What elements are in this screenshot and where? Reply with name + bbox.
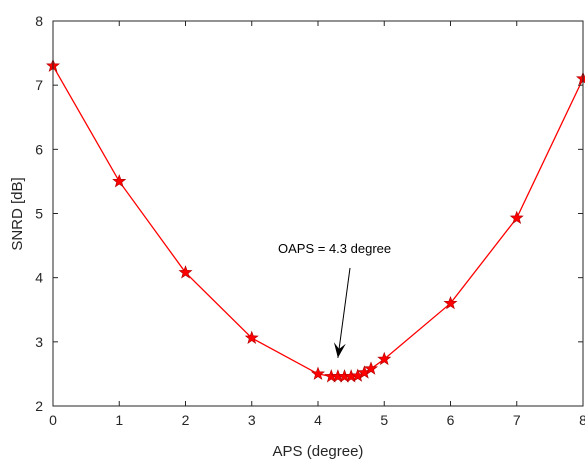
data-point-star: [377, 351, 392, 366]
plot-area: [53, 21, 583, 406]
x-tick-label: 0: [49, 412, 57, 428]
data-point-star: [509, 210, 524, 224]
x-tick-label: 7: [513, 412, 521, 428]
data-point-star: [310, 366, 326, 380]
y-tick-label: 2: [35, 398, 43, 414]
annotation-arrow-line: [337, 267, 351, 358]
y-tick-label: 8: [35, 13, 43, 29]
y-tick-label: 4: [35, 270, 43, 286]
x-tick-label: 3: [248, 412, 256, 428]
annotation-text: OAPS = 4.3 degree: [278, 241, 391, 256]
y-tick-label: 7: [35, 77, 43, 93]
x-tick-label: 2: [182, 412, 190, 428]
x-axis-label: APS (degree): [273, 443, 364, 459]
y-axis-label: SNRD [dB]: [9, 177, 26, 250]
annotation-layer: OAPS = 4.3 degree: [278, 241, 391, 358]
data-point-star: [363, 361, 379, 375]
x-tick-label: 4: [314, 412, 322, 428]
y-tick-label: 5: [35, 206, 43, 222]
data-point-star: [112, 174, 127, 188]
data-point-star: [443, 295, 458, 310]
y-tick-label: 3: [35, 334, 43, 350]
x-tick-label: 8: [579, 412, 585, 428]
annotation-arrow-head: [333, 342, 346, 358]
x-tick-label: 5: [380, 412, 388, 428]
x-tick-label: 1: [115, 412, 123, 428]
axes-layer: 0 1 2 3 4 5 6 7 8 2 3 4 5 6 7 8: [35, 13, 585, 428]
data-point-star: [178, 265, 193, 279]
x-tick-label: 6: [447, 412, 455, 428]
data-point-star: [244, 330, 259, 344]
y-tick-label: 6: [35, 141, 43, 157]
